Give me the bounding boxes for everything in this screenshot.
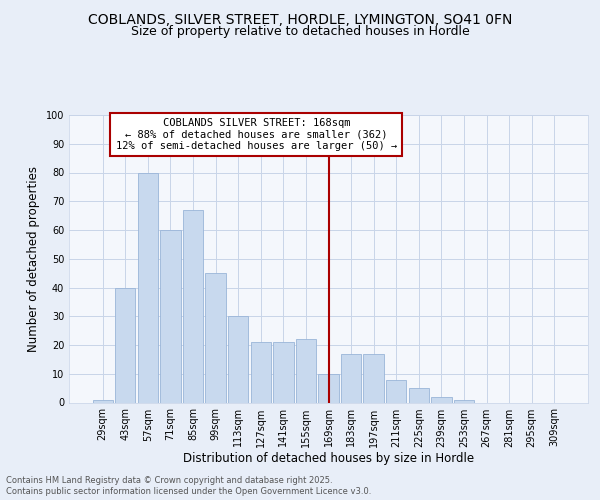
Bar bbox=[115, 288, 136, 403]
Bar bbox=[296, 339, 316, 402]
Bar bbox=[319, 374, 338, 402]
Text: Size of property relative to detached houses in Hordle: Size of property relative to detached ho… bbox=[131, 25, 469, 38]
Bar bbox=[273, 342, 293, 402]
Bar bbox=[138, 172, 158, 402]
Text: Contains HM Land Registry data © Crown copyright and database right 2025.: Contains HM Land Registry data © Crown c… bbox=[6, 476, 332, 485]
Bar bbox=[205, 273, 226, 402]
Bar bbox=[431, 397, 452, 402]
Bar bbox=[364, 354, 384, 403]
Text: COBLANDS, SILVER STREET, HORDLE, LYMINGTON, SO41 0FN: COBLANDS, SILVER STREET, HORDLE, LYMINGT… bbox=[88, 12, 512, 26]
Bar bbox=[341, 354, 361, 403]
Bar bbox=[228, 316, 248, 402]
Bar bbox=[183, 210, 203, 402]
Text: Contains public sector information licensed under the Open Government Licence v3: Contains public sector information licen… bbox=[6, 487, 371, 496]
Text: COBLANDS SILVER STREET: 168sqm
← 88% of detached houses are smaller (362)
12% of: COBLANDS SILVER STREET: 168sqm ← 88% of … bbox=[116, 118, 397, 151]
Bar bbox=[160, 230, 181, 402]
Y-axis label: Number of detached properties: Number of detached properties bbox=[27, 166, 40, 352]
Bar bbox=[386, 380, 406, 402]
Bar bbox=[92, 400, 113, 402]
Bar bbox=[409, 388, 429, 402]
X-axis label: Distribution of detached houses by size in Hordle: Distribution of detached houses by size … bbox=[183, 452, 474, 466]
Bar bbox=[251, 342, 271, 402]
Bar bbox=[454, 400, 474, 402]
